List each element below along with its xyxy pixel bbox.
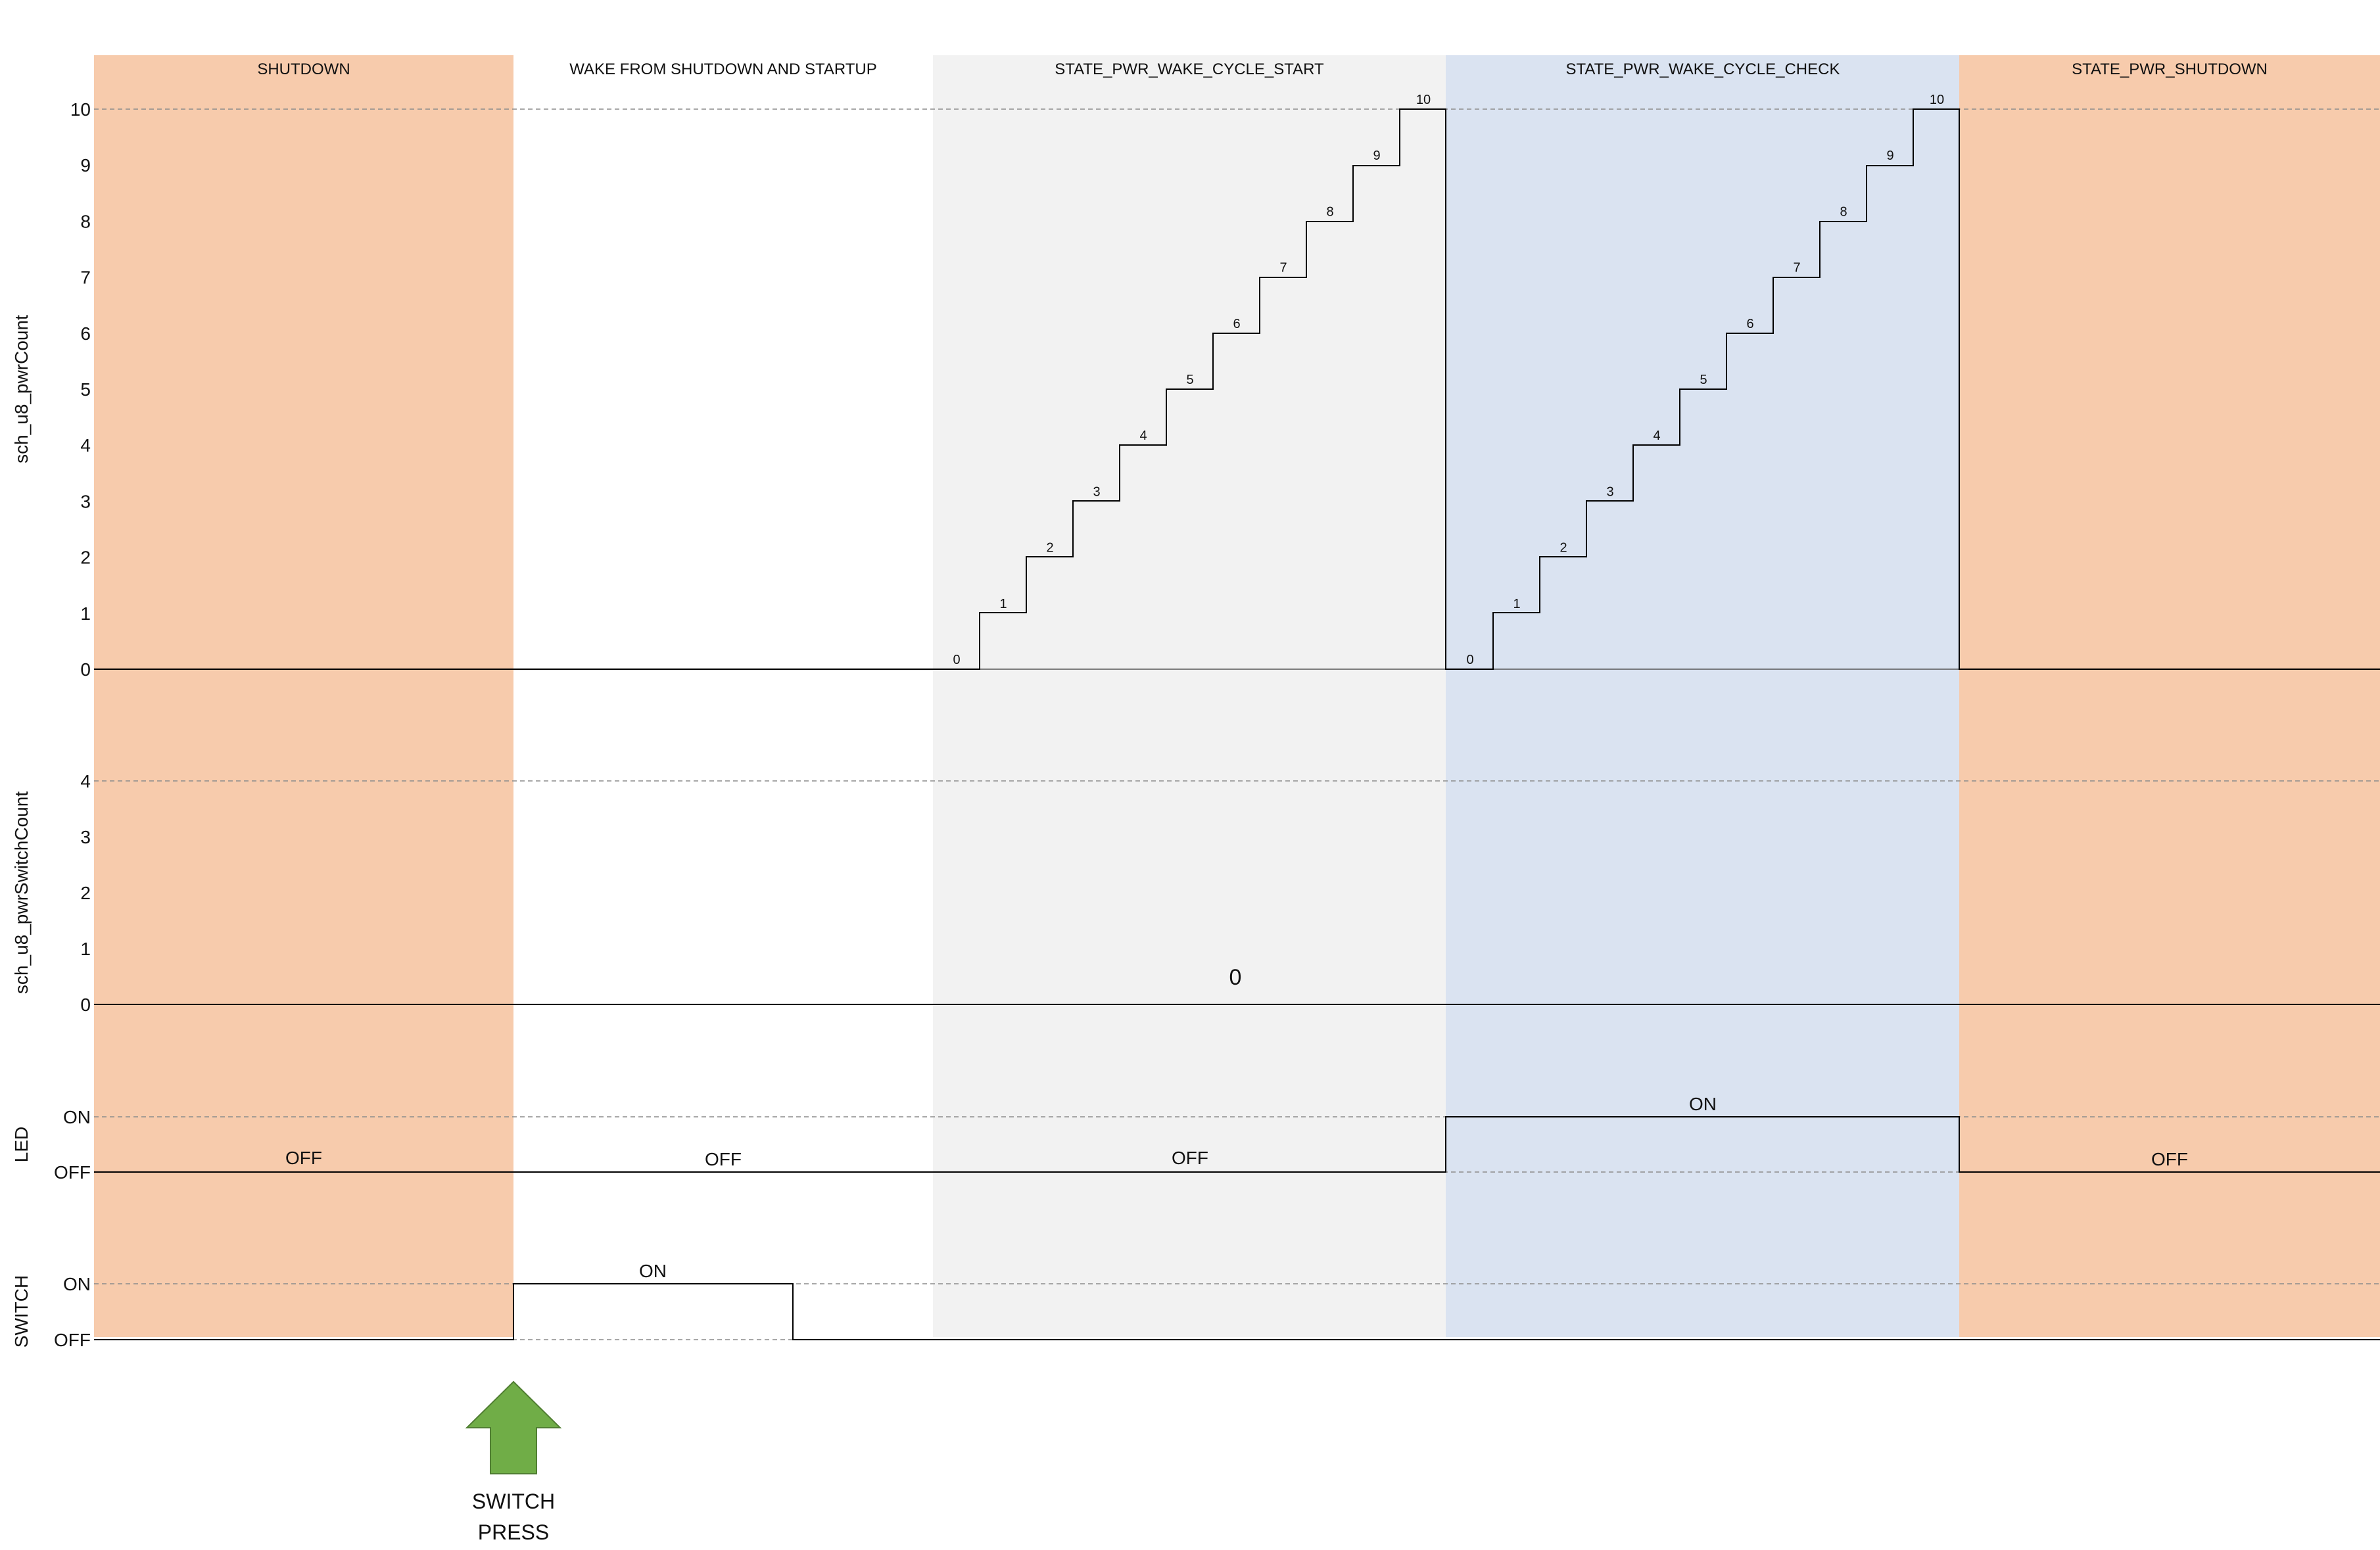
- led-label-pwr-shutdown: OFF: [2151, 1149, 2188, 1169]
- led-tick-on: ON: [63, 1107, 91, 1127]
- switch-track: SWITCH OFF ON ON: [11, 1261, 2380, 1350]
- switch-count-tick-labels: 0 1 2 3 4: [80, 771, 91, 1015]
- switch-axis-label: SWITCH: [11, 1275, 32, 1348]
- switch-press-label-line1: SWITCH: [472, 1490, 555, 1513]
- pwr-count-tick-1: 1: [80, 603, 91, 624]
- phase-bands: [94, 55, 2380, 1337]
- phase-band-pwr-shutdown: [1959, 55, 2380, 1337]
- led-label-shutdown: OFF: [285, 1148, 322, 1168]
- check-step-label-4: 4: [1653, 429, 1660, 443]
- pwr-count-step-labels-check: 0 1 2 3 4 5 6 7 8 9 10: [1466, 93, 1944, 667]
- led-label-wake-startup: OFF: [705, 1149, 742, 1169]
- check-step-label-6: 6: [1746, 317, 1753, 331]
- switch-on-label: ON: [639, 1261, 667, 1281]
- phase-band-wake-startup: [513, 55, 933, 1337]
- switch-tick-off: OFF: [54, 1330, 91, 1350]
- phase-band-shutdown: [94, 55, 513, 1337]
- pwr-count-tick-10: 10: [70, 99, 91, 120]
- phase-band-wake-cycle-check: [1446, 55, 1959, 1337]
- check-step-label-0: 0: [1466, 653, 1473, 667]
- pwr-count-tick-0: 0: [80, 659, 91, 680]
- led-tick-off: OFF: [54, 1162, 91, 1183]
- switch-tick-on: ON: [63, 1274, 91, 1294]
- led-label-wake-cycle-check: ON: [1689, 1094, 1717, 1114]
- switch-count-tick-4: 4: [80, 771, 91, 791]
- check-step-label-1: 1: [1513, 597, 1520, 611]
- start-step-label-4: 4: [1139, 429, 1147, 443]
- check-step-label-8: 8: [1840, 204, 1847, 219]
- up-arrow-icon: [465, 1380, 562, 1474]
- phase-header-wake-cycle-check: STATE_PWR_WAKE_CYCLE_CHECK: [1566, 60, 1840, 78]
- check-step-label-10: 10: [1930, 93, 1944, 107]
- phase-header-wake-cycle-start: STATE_PWR_WAKE_CYCLE_START: [1055, 60, 1324, 78]
- phase-header-wake-startup: WAKE FROM SHUTDOWN AND STARTUP: [569, 60, 877, 78]
- phase-headers: SHUTDOWN WAKE FROM SHUTDOWN AND STARTUP …: [257, 60, 2268, 78]
- switch-waveform: [94, 1283, 2380, 1340]
- start-step-label-2: 2: [1046, 541, 1053, 555]
- pwr-count-step-labels-start: 0 1 2 3 4 5 6 7 8 9 10: [953, 93, 1431, 667]
- phase-header-pwr-shutdown: STATE_PWR_SHUTDOWN: [2072, 60, 2268, 78]
- start-step-label-8: 8: [1326, 204, 1333, 219]
- start-step-label-10: 10: [1416, 93, 1431, 107]
- phase-header-shutdown: SHUTDOWN: [257, 60, 350, 78]
- led-label-wake-cycle-start: OFF: [1172, 1148, 1208, 1168]
- pwr-count-axis-label: sch_u8_pwrCount: [11, 315, 32, 463]
- start-step-label-1: 1: [999, 597, 1007, 611]
- start-step-label-0: 0: [953, 653, 960, 667]
- pwr-count-tick-3: 3: [80, 491, 91, 511]
- led-segment-labels: OFF OFF OFF ON OFF: [285, 1094, 2188, 1169]
- pwr-count-tick-8: 8: [80, 211, 91, 231]
- start-step-label-6: 6: [1233, 317, 1240, 331]
- check-step-label-9: 9: [1886, 149, 1893, 163]
- switch-count-value-label: 0: [1229, 965, 1242, 990]
- phase-band-wake-cycle-start: [933, 55, 1446, 1337]
- start-step-label-3: 3: [1093, 484, 1100, 499]
- switch-count-tick-3: 3: [80, 827, 91, 847]
- start-step-label-7: 7: [1279, 261, 1287, 275]
- switch-press-label-line2: PRESS: [478, 1520, 549, 1544]
- pwr-count-tick-4: 4: [80, 435, 91, 456]
- pwr-count-tick-9: 9: [80, 155, 91, 176]
- check-step-label-2: 2: [1559, 541, 1567, 555]
- led-waveform: [94, 1116, 2380, 1173]
- switch-count-tick-0: 0: [80, 995, 91, 1015]
- switch-count-tick-2: 2: [80, 883, 91, 903]
- start-step-label-9: 9: [1373, 149, 1380, 163]
- pwr-count-tick-6: 6: [80, 323, 91, 344]
- switch-count-tick-1: 1: [80, 939, 91, 959]
- switch-count-track: sch_u8_pwrSwitchCount 0 1 2 3 4 0: [11, 771, 2380, 1015]
- pwr-count-tick-5: 5: [80, 379, 91, 400]
- pwr-count-tick-labels: 0 1 2 3 4 5 6 7 8 9 10: [70, 99, 91, 680]
- switch-count-axis-label: sch_u8_pwrSwitchCount: [11, 791, 32, 994]
- pwr-count-waveform: [94, 108, 2380, 670]
- check-step-label-5: 5: [1700, 373, 1707, 387]
- start-step-label-5: 5: [1186, 373, 1193, 387]
- pwr-count-tick-7: 7: [80, 268, 91, 288]
- led-track: LED OFF ON OFF OFF OFF ON OFF: [11, 1094, 2380, 1183]
- check-step-label-7: 7: [1793, 261, 1800, 275]
- led-axis-label: LED: [11, 1127, 32, 1162]
- check-step-label-3: 3: [1606, 484, 1613, 499]
- switch-press-annotation: SWITCH PRESS: [465, 1380, 562, 1544]
- pwr-count-tick-2: 2: [80, 548, 91, 568]
